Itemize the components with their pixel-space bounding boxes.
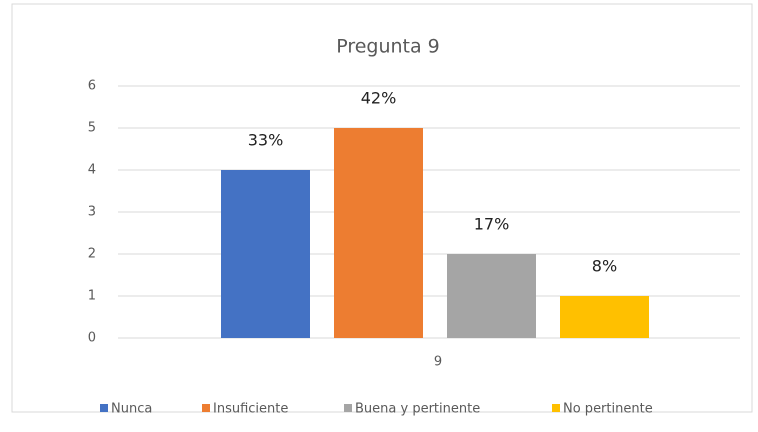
x-tick-label: 9	[434, 355, 442, 370]
y-tick-label: 5	[88, 121, 96, 136]
bar	[447, 254, 536, 338]
bar	[560, 296, 649, 338]
legend-label: No pertinente	[563, 402, 653, 417]
data-label: 8%	[592, 257, 617, 276]
y-tick-label: 1	[88, 289, 96, 304]
y-tick-label: 6	[88, 79, 96, 94]
bar	[221, 170, 310, 338]
chart-title: Pregunta 9	[336, 36, 440, 58]
legend-swatch	[552, 404, 560, 412]
data-label: 17%	[474, 215, 510, 234]
legend-swatch	[202, 404, 210, 412]
y-tick-label: 2	[88, 247, 96, 262]
legend-label: Buena y pertinente	[355, 402, 480, 417]
legend-swatch	[344, 404, 352, 412]
data-label: 33%	[248, 131, 284, 150]
y-tick-label: 0	[88, 331, 96, 346]
legend-label: Nunca	[111, 402, 152, 417]
data-label: 42%	[361, 89, 397, 108]
legend-swatch	[100, 404, 108, 412]
y-tick-label: 4	[88, 163, 96, 178]
bar	[334, 128, 423, 338]
legend-label: Insuficiente	[213, 402, 288, 417]
y-tick-label: 3	[88, 205, 96, 220]
